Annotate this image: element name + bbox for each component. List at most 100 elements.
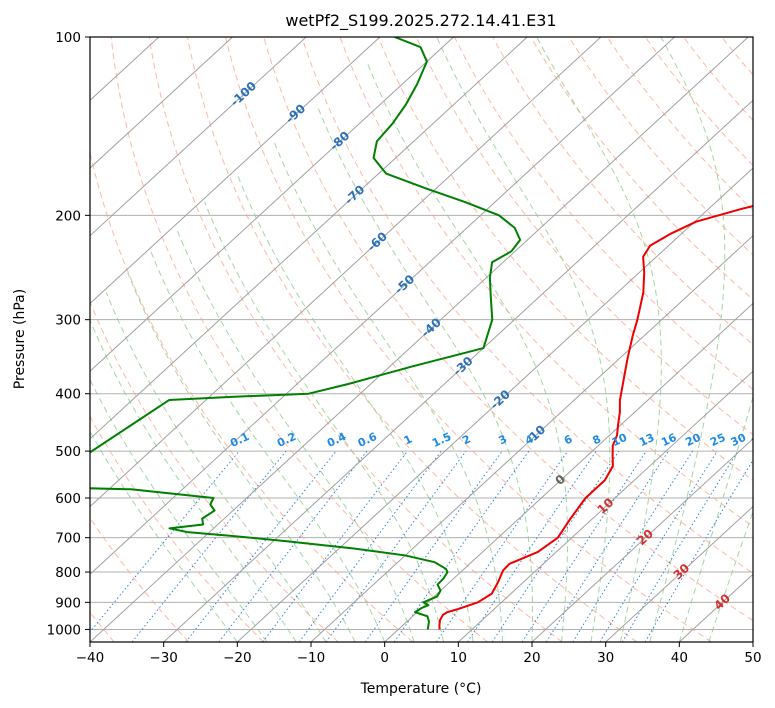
moist-adiabat [366, 61, 569, 642]
x-axis-label: Temperature (°C) [360, 681, 482, 697]
mixing-ratio-label: 25 [708, 431, 727, 449]
mixing-ratio-line [521, 450, 647, 642]
mixing-ratio-label: 20 [683, 431, 703, 449]
dry-adiabat [492, 37, 753, 346]
mixing-ratio-line [185, 450, 337, 642]
isotherm-line [90, 37, 307, 237]
dry-adiabat [110, 37, 488, 642]
isotherm-line [236, 167, 753, 642]
dry-adiabat [644, 37, 753, 167]
y-tick-label: 300 [55, 313, 81, 329]
mixing-ratio-label: 6 [562, 432, 575, 447]
moist-adiabat [536, 37, 662, 642]
y-tick-label: 900 [55, 595, 81, 611]
dry-adiabat [186, 37, 638, 642]
dry-adiabat [721, 37, 753, 76]
isotherm-line [163, 99, 753, 642]
moist-adiabat [90, 430, 238, 642]
y-tick-label: 700 [55, 531, 81, 547]
isotherm-label: -100 [228, 79, 260, 110]
dry-adiabat [90, 300, 339, 642]
dry-adiabat [377, 37, 753, 482]
y-tick-label: 100 [55, 30, 81, 46]
mixing-ratio-line [436, 450, 569, 642]
y-axis-label: Pressure (hPa) [12, 289, 28, 389]
x-tick-label: 20 [523, 650, 540, 666]
mixing-ratio-line [644, 459, 753, 642]
isotherm-line [0, 37, 12, 642]
mixing-ratio-line [218, 450, 368, 642]
mixing-ratio-label: 10 [610, 431, 630, 449]
isotherm-line [90, 37, 602, 508]
moist-adiabat [678, 395, 753, 642]
mixing-ratio-line [325, 450, 467, 642]
mixing-ratio-label: 0.2 [275, 430, 298, 450]
x-tick-label: −20 [223, 650, 252, 666]
x-tick-label: 0 [380, 650, 389, 666]
y-tick-label: 600 [55, 491, 81, 507]
mixing-ratio-line [393, 450, 530, 642]
x-tick-label: −30 [149, 650, 178, 666]
x-tick-label: 50 [744, 650, 761, 666]
x-tick-label: −10 [297, 650, 326, 666]
dry-adiabat [760, 37, 775, 642]
isotherm-line [90, 37, 749, 642]
mixing-ratio-line [621, 450, 739, 642]
dry-adiabat [90, 415, 264, 642]
isotherm-line [90, 37, 528, 440]
isotherm-line [90, 37, 675, 575]
temperature-profile-line [438, 205, 753, 630]
mixing-ratio-label: 0.1 [228, 430, 251, 450]
isotherm-line [457, 370, 753, 642]
mixing-ratio-label: 36 [749, 431, 769, 449]
mixing-ratio-line [364, 450, 503, 642]
chart-title: wetPf2_S199.2025.272.14.41.E31 [285, 11, 556, 31]
y-tick-label: 1000 [47, 622, 81, 638]
y-tick-label: 800 [55, 565, 81, 581]
moist-adiabat [150, 251, 386, 642]
isotherm-line [752, 641, 753, 642]
moist-adiabat [436, 37, 611, 642]
dry-adiabat [568, 37, 753, 256]
moist-adiabat [649, 37, 726, 642]
mixing-ratio-label: 0.4 [325, 430, 348, 450]
dry-adiabat [415, 37, 753, 436]
dewpoint-profile-line [90, 37, 522, 630]
x-tick-label: 40 [671, 650, 688, 666]
y-tick-label: 500 [55, 444, 81, 460]
dry-adiabat [263, 37, 753, 622]
moist-adiabat [90, 378, 268, 642]
mixing-ratio-label: 1 [402, 432, 414, 447]
mixing-ratio-label: 30 [729, 431, 749, 449]
dry-adiabat [301, 37, 753, 574]
moist-adiabat [316, 104, 534, 642]
isotherm-line [90, 37, 454, 372]
dry-adiabat [683, 37, 753, 122]
x-tick-label: 10 [450, 650, 467, 666]
isotherm-line [531, 438, 753, 642]
x-tick-label: −40 [76, 650, 105, 666]
dry-adiabat [225, 37, 712, 642]
moist-adiabat [127, 272, 356, 642]
mixing-ratio-label: 2 [460, 432, 472, 447]
isotherm-line [678, 573, 753, 642]
dry-adiabat [339, 37, 753, 528]
mixing-ratio-line [90, 450, 240, 633]
isotherm-line [605, 505, 753, 642]
y-tick-label: 200 [55, 208, 81, 224]
moist-adiabat [273, 141, 504, 642]
mixing-ratio-line [572, 450, 694, 642]
isotherm-line [90, 37, 233, 169]
isotherm-line [310, 235, 753, 642]
moist-adiabat [105, 292, 327, 642]
mixing-ratio-line [599, 450, 718, 642]
mixing-ratio-label: 16 [659, 431, 679, 449]
dry-adiabat [606, 37, 753, 211]
dry-adiabat [148, 37, 563, 642]
y-tick-label: 400 [55, 387, 81, 403]
mixing-ratio-label: 3 [497, 432, 509, 447]
isotherm-line [90, 37, 381, 305]
x-tick-label: 30 [597, 650, 614, 666]
